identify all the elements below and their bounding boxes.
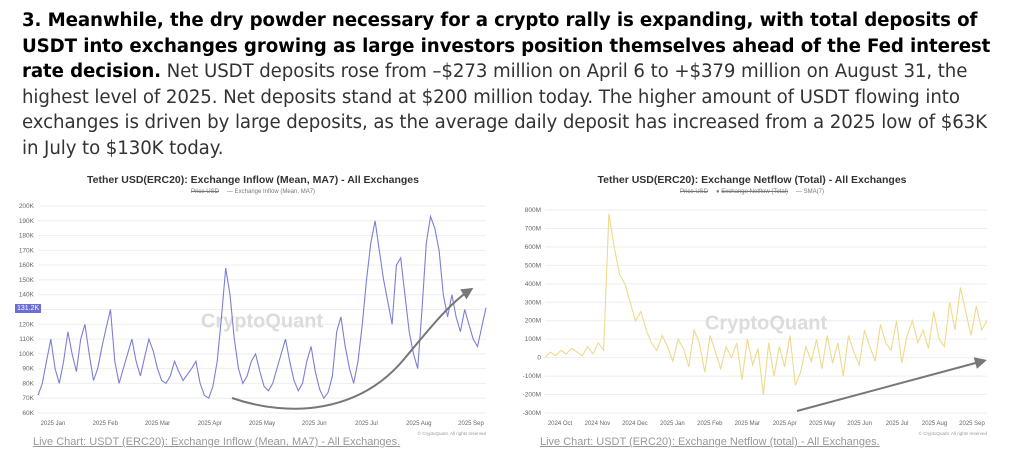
left-chart-title: Tether USD(ERC20): Exchange Inflow (Mean…	[87, 174, 419, 186]
left-y-tick: 170K	[19, 247, 35, 254]
right-chart-title: Tether USD(ERC20): Exchange Netflow (Tot…	[597, 174, 907, 186]
right-y-tick: 400M	[525, 281, 541, 288]
right-copyright: © CryptoQuant. All rights reserved	[919, 430, 988, 436]
left-y-tick: 80K	[22, 380, 34, 387]
right-x-tick: 2025 Jun	[847, 421, 872, 427]
right-x-tick: 2025 Feb	[697, 421, 723, 427]
left-y-tick: 180K	[19, 233, 35, 240]
left-x-tick: 2025 Mar	[145, 421, 170, 427]
left-y-tick: 120K	[19, 321, 35, 328]
left-x-tick: 2025 Feb	[93, 421, 119, 427]
left-x-tick: 2025 Aug	[406, 421, 431, 427]
right-y-tick: 500M	[525, 262, 541, 269]
right-x-tick: 2025 May	[809, 421, 835, 427]
right-x-tick: 2025 Sep	[959, 421, 985, 427]
left-x-tick: 2025 May	[249, 421, 275, 427]
left-watermark: CryptoQuant	[201, 311, 324, 333]
legend-price-usd[interactable]: Price USD	[190, 189, 219, 195]
right-chart-legend: Price USD ● Exchange Netflow (Total) — S…	[680, 189, 824, 195]
left-y-tick: 60K	[22, 410, 34, 417]
right-y-tick: 800M	[525, 207, 541, 214]
left-y-tick: 110K	[19, 336, 34, 343]
right-y-tick: -100M	[523, 373, 541, 380]
left-x-tick: 2025 Sep	[458, 421, 484, 427]
right-y-tick: 200M	[525, 318, 541, 325]
analysis-paragraph: 3. Meanwhile, the dry powder necessary f…	[22, 8, 1007, 161]
left-y-tick: 150K	[19, 277, 35, 284]
right-y-tick: 700M	[525, 225, 541, 232]
paragraph-body: Net USDT deposits rose from –$273 millio…	[22, 61, 987, 159]
right-x-tick: 2025 Jan	[660, 421, 685, 427]
right-series-line	[544, 213, 988, 395]
left-y-tick: 140K	[19, 292, 35, 299]
right-live-chart-link[interactable]: Live Chart: USDT (ERC20): Exchange Netfl…	[540, 436, 880, 448]
legend-sma7[interactable]: — SMA(7)	[796, 189, 825, 195]
left-y-tick: 70K	[22, 395, 34, 402]
right-x-tick: 2025 Aug	[922, 421, 947, 427]
right-x-tick: 2025 Apr	[773, 421, 797, 427]
left-x-tick: 2025 Jan	[41, 421, 66, 427]
right-x-tick: 2024 Nov	[585, 421, 611, 427]
right-x-tick: 2024 Oct	[548, 421, 573, 427]
left-y-tick: 100K	[19, 351, 35, 358]
left-y-tick: 200K	[19, 203, 35, 210]
right-y-tick: 0	[537, 355, 541, 362]
legend-exchange-inflow[interactable]: — Exchange Inflow (Mean, MA7)	[226, 189, 316, 195]
right-y-tick: 600M	[525, 244, 541, 251]
left-current-value-badge: 131.2K	[15, 304, 42, 313]
left-y-tick: 190K	[19, 218, 35, 225]
right-y-tick: 300M	[525, 299, 541, 306]
legend-netflow[interactable]: ● Exchange Netflow (Total)	[716, 189, 788, 195]
left-x-tick: 2025 Jul	[355, 421, 378, 427]
right-x-tick: 2024 Dec	[622, 421, 648, 427]
right-y-tick: -200M	[523, 392, 541, 399]
left-trend-arrow	[231, 287, 474, 410]
paragraph-bold: 3. Meanwhile, the dry powder necessary f…	[22, 10, 991, 82]
right-watermark: CryptoQuant	[705, 313, 828, 335]
left-copyright: © CryptoQuant. All rights reserved	[418, 430, 487, 436]
right-chart: 800M 700M 600M 500M 400M 300M 200M 100M 0 -100M -2…	[523, 207, 988, 436]
left-y-tick: 90K	[22, 366, 34, 373]
right-y-tick: 100M	[525, 336, 541, 343]
left-x-tick: 2025 Apr	[198, 421, 222, 427]
left-chart: 200K190K180K170K160K150K140K130K120K110K…	[19, 203, 487, 436]
left-x-tick: 2025 Jun	[302, 421, 327, 427]
left-live-chart-link[interactable]: Live Chart: USDT (ERC20): Exchange Inflo…	[33, 436, 401, 448]
left-y-tick: 160K	[19, 262, 35, 269]
left-chart-legend: Price USD — Exchange Inflow (Mean, MA7)	[191, 189, 315, 195]
right-trend-arrow	[796, 357, 987, 412]
legend-price-usd-right[interactable]: Price USD	[679, 189, 708, 195]
right-x-tick: 2025 Mar	[735, 421, 760, 427]
right-y-tick: -300M	[523, 410, 541, 417]
right-x-tick: 2025 Jul	[886, 421, 909, 427]
left-series-line	[37, 214, 487, 400]
